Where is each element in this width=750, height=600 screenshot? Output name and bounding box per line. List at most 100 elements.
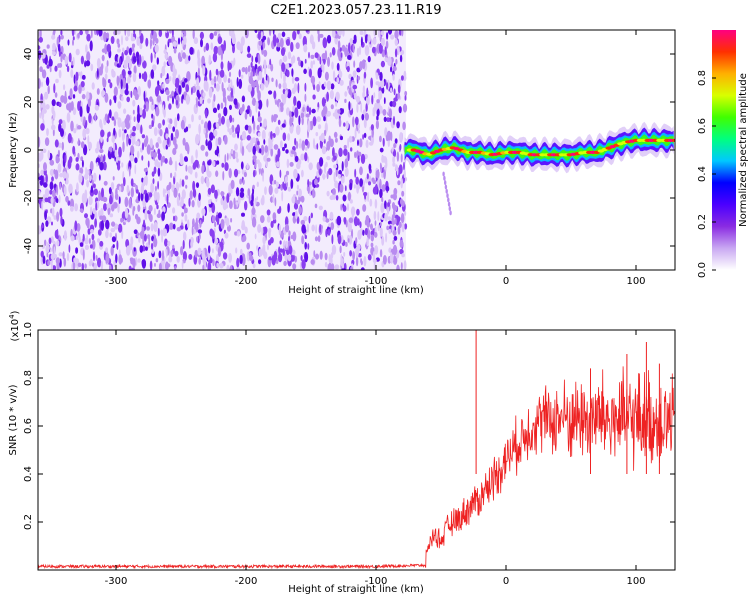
noise-mark (317, 235, 321, 243)
noise-mark (172, 244, 175, 249)
noise-mark (278, 224, 281, 236)
noise-mark (154, 44, 159, 53)
noise-mark (294, 137, 297, 146)
noise-mark (109, 213, 114, 218)
noise-mark (77, 262, 82, 268)
noise-mark (260, 197, 265, 206)
noise-mark (86, 33, 91, 42)
noise-mark (122, 141, 125, 153)
noise-mark (271, 114, 274, 123)
noise-mark (178, 85, 182, 95)
noise-mark (233, 204, 237, 210)
noise-mark (141, 177, 144, 183)
noise-mark (95, 202, 98, 211)
noise-mark (272, 194, 275, 204)
noise-mark (110, 36, 115, 44)
noise-mark (300, 60, 304, 68)
noise-mark (217, 212, 222, 219)
noise-mark (150, 182, 155, 194)
noise-mark (270, 148, 274, 157)
noise-mark (136, 122, 140, 131)
noise-mark (392, 162, 396, 167)
noise-mark (281, 94, 284, 100)
noise-mark (107, 113, 110, 125)
noise-mark (207, 160, 212, 166)
noise-mark (298, 188, 302, 198)
noise-mark (257, 224, 262, 233)
noise-mark (104, 92, 109, 103)
noise-mark (44, 137, 50, 147)
noise-mark (323, 98, 327, 104)
noise-mark (355, 95, 361, 103)
noise-mark (110, 182, 115, 190)
x-tick-label: -100 (365, 576, 388, 587)
noise-mark (213, 93, 216, 102)
noise-mark (60, 34, 64, 40)
noise-mark (188, 197, 191, 207)
noise-mark (70, 101, 74, 111)
noise-mark (224, 96, 227, 108)
noise-mark (338, 118, 342, 128)
noise-mark (304, 138, 309, 146)
noise-mark (359, 138, 363, 148)
snr-series (38, 330, 675, 570)
noise-mark (260, 30, 263, 39)
noise-mark (195, 85, 199, 91)
noise-mark (75, 48, 80, 56)
noise-mark (173, 188, 178, 198)
noise-mark (90, 206, 93, 216)
noise-mark (230, 218, 233, 223)
noise-mark (184, 30, 187, 38)
noise-mark (86, 179, 90, 188)
noise-mark (59, 182, 62, 190)
noise-mark (395, 58, 398, 65)
noise-mark (257, 161, 262, 169)
noise-mark (150, 52, 153, 63)
y-tick-label: 0.6 (23, 418, 34, 434)
noise-mark (153, 151, 156, 162)
noise-mark (392, 66, 397, 72)
noise-mark (304, 58, 307, 64)
noise-mark (343, 218, 347, 225)
noise-mark (341, 161, 344, 172)
noise-mark (126, 96, 130, 103)
noise-mark (289, 161, 294, 167)
noise-mark (365, 141, 368, 148)
noise-mark (349, 199, 353, 204)
noise-mark (141, 134, 146, 139)
noise-mark (155, 106, 160, 117)
noise-mark (38, 55, 41, 60)
noise-mark (350, 206, 356, 216)
noise-mark (379, 188, 383, 199)
noise-mark (305, 146, 308, 151)
noise-mark (348, 217, 354, 223)
noise-mark (149, 260, 153, 270)
noise-mark (174, 143, 178, 150)
noise-mark (399, 132, 403, 143)
noise-mark (68, 244, 71, 253)
noise-mark (219, 262, 224, 269)
noise-mark (392, 229, 397, 236)
noise-mark (187, 123, 192, 129)
noise-mark (137, 204, 141, 212)
noise-mark (343, 252, 346, 257)
noise-mark (98, 190, 101, 202)
noise-mark (111, 136, 115, 143)
noise-mark (77, 231, 81, 239)
noise-mark (284, 223, 290, 233)
noise-mark (88, 113, 92, 124)
noise-mark (344, 98, 347, 103)
noise-mark (224, 203, 229, 209)
noise-mark (316, 84, 320, 92)
noise-mark (388, 108, 393, 118)
noise-mark (84, 263, 87, 269)
noise-mark (46, 64, 50, 69)
noise-mark (370, 242, 374, 248)
noise-mark (348, 135, 353, 143)
noise-mark (241, 212, 245, 217)
noise-mark (278, 83, 282, 89)
noise-mark (335, 137, 338, 143)
noise-mark (55, 78, 59, 84)
noise-mark (402, 103, 408, 113)
noise-mark (38, 45, 41, 51)
